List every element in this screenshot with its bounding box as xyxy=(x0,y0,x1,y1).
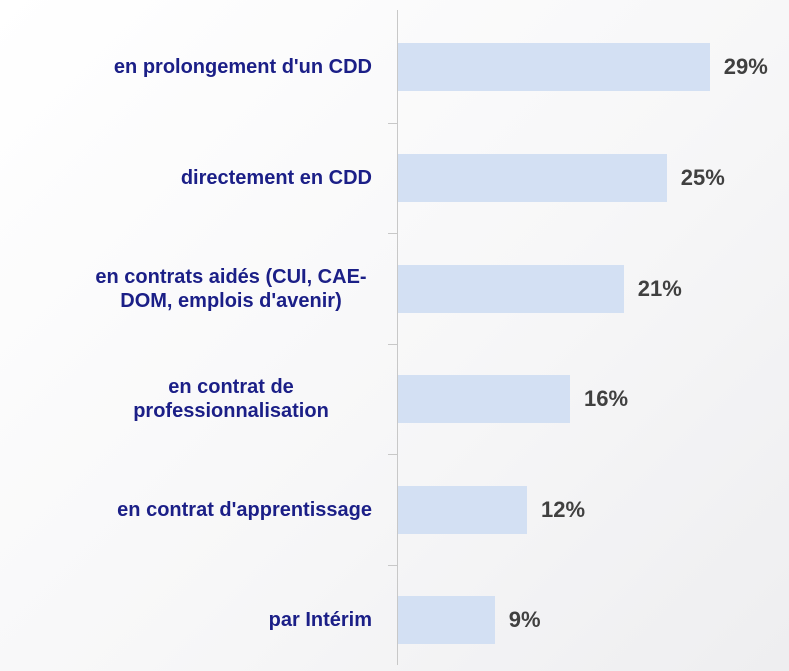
bar xyxy=(398,43,710,92)
category-label: en contrats aidés (CUI, CAE-DOM, emplois… xyxy=(95,265,367,312)
bar xyxy=(398,153,667,202)
value-label: 21% xyxy=(637,275,682,301)
value-label: 16% xyxy=(584,386,629,412)
separator-tick xyxy=(388,343,397,345)
category-label: en contrat de professionnalisation xyxy=(133,376,329,423)
category-label-row: en contrat d'apprentissage xyxy=(117,460,372,560)
bar xyxy=(398,485,527,534)
category-label: directement en CDD xyxy=(180,166,372,189)
category-label-row: en contrats aidés (CUI, CAE-DOM, emplois… xyxy=(90,239,372,339)
bar xyxy=(398,264,624,313)
category-label: en prolongement d'un CDD xyxy=(113,56,372,79)
category-label-row: en prolongement d'un CDD xyxy=(114,17,372,117)
category-label-row: directement en CDD xyxy=(181,128,372,228)
bar xyxy=(398,375,570,424)
separator-tick xyxy=(388,233,397,235)
separator-tick xyxy=(388,565,397,566)
category-label-row: par Intérim xyxy=(269,570,372,670)
separator-tick xyxy=(388,454,397,456)
separator-tick xyxy=(388,122,397,124)
value-label: 12% xyxy=(541,496,586,522)
category-label: en contrat d'apprentissage xyxy=(117,498,372,521)
value-label: 25% xyxy=(680,164,725,190)
value-label: 9% xyxy=(508,607,541,633)
category-label: par Intérim xyxy=(268,609,372,632)
value-label: 29% xyxy=(723,54,768,80)
axis-line xyxy=(397,10,398,665)
category-label-row: en contrat de professionnalisation xyxy=(90,349,372,449)
bar xyxy=(398,596,495,645)
